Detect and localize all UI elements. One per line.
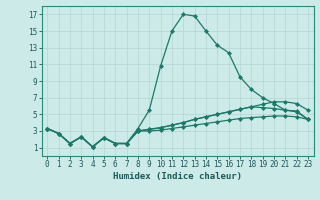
X-axis label: Humidex (Indice chaleur): Humidex (Indice chaleur) [113, 172, 242, 181]
